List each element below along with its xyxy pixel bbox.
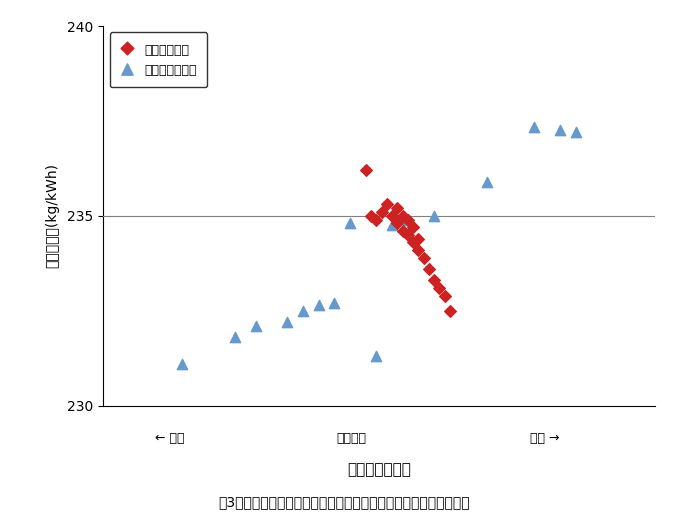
大気条件一定 <box>387 212 398 220</box>
大気条件一定 <box>392 204 403 212</box>
Text: ← 高い: ← 高い <box>155 432 184 445</box>
Text: 空気密度: 空気密度 <box>336 432 367 445</box>
従来の試験手法 <box>313 301 324 309</box>
Text: 低い →: 低い → <box>530 432 559 445</box>
従来の試験手法 <box>329 299 340 307</box>
大気条件一定 <box>366 212 377 220</box>
従来の試験手法 <box>250 322 261 330</box>
従来の試験手法 <box>429 212 440 220</box>
大気条件一定 <box>397 227 408 235</box>
大気条件一定 <box>413 235 424 243</box>
大気条件一定 <box>381 200 392 209</box>
大気条件一定 <box>402 231 413 239</box>
従来の試験手法 <box>282 318 293 326</box>
従来の試験手法 <box>344 219 356 228</box>
Legend: 大気条件一定, 従来の試験手法: 大気条件一定, 従来の試験手法 <box>110 32 207 87</box>
大気条件一定 <box>423 265 434 273</box>
大気条件一定 <box>402 215 413 224</box>
大気条件一定 <box>439 291 450 300</box>
大気条件一定 <box>408 223 419 231</box>
大気条件一定 <box>418 253 429 262</box>
従来の試験手法 <box>371 352 382 360</box>
大気条件一定 <box>376 208 387 216</box>
従来の試験手法 <box>481 177 492 186</box>
大気条件一定 <box>429 276 440 284</box>
大気条件一定 <box>360 166 371 174</box>
従来の試験手法 <box>229 333 240 342</box>
大気条件一定 <box>434 284 445 292</box>
従来の試験手法 <box>387 221 398 229</box>
大気条件一定 <box>397 212 408 220</box>
大気条件一定 <box>413 246 424 254</box>
大気条件一定 <box>408 238 419 246</box>
大気条件一定 <box>371 215 382 224</box>
大気条件一定 <box>392 219 403 228</box>
大気条件一定 <box>444 307 455 315</box>
Y-axis label: 燃料消費率(kg/kWh): 燃料消費率(kg/kWh) <box>45 163 59 268</box>
Text: 大気条件の違い: 大気条件の違い <box>347 463 411 477</box>
従来の試験手法 <box>528 122 539 131</box>
従来の試験手法 <box>555 126 566 135</box>
Text: 図3　大気条件を一定とした試験結果（燃料）消費率）との比較例: 図3 大気条件を一定とした試験結果（燃料）消費率）との比較例 <box>218 496 471 510</box>
従来の試験手法 <box>570 128 582 136</box>
従来の試験手法 <box>402 215 413 224</box>
従来の試験手法 <box>298 307 309 315</box>
従来の試験手法 <box>176 360 187 368</box>
